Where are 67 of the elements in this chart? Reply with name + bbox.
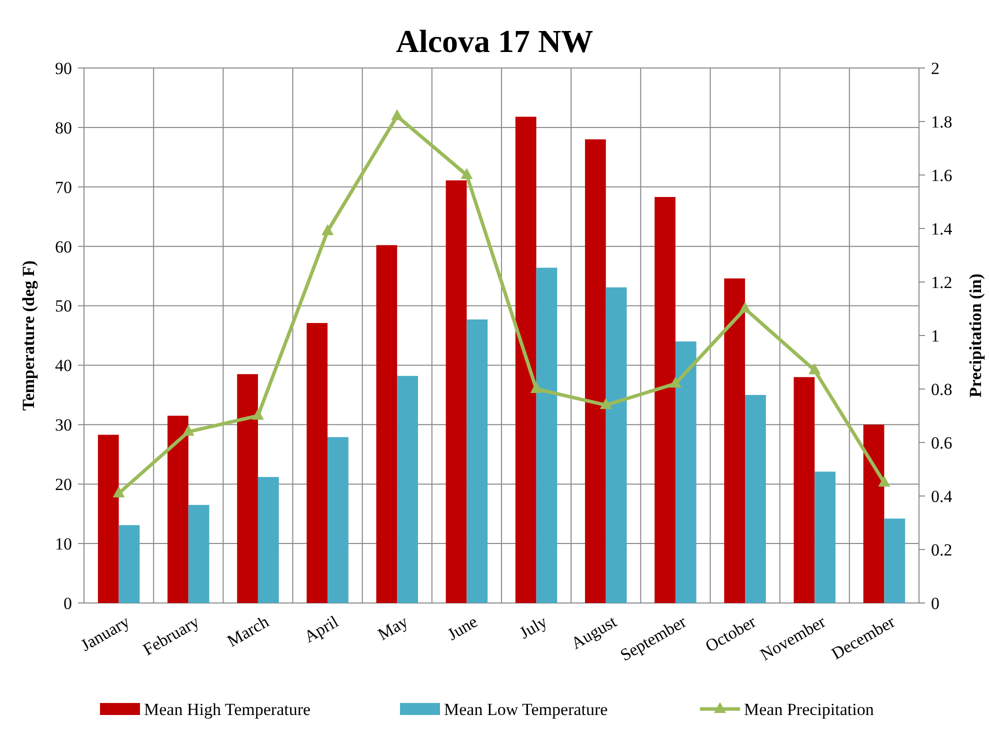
bar <box>675 341 696 603</box>
bar <box>814 472 836 603</box>
y2-tick-label: 0.6 <box>931 433 952 452</box>
bar <box>98 434 119 603</box>
bar <box>466 319 488 603</box>
y-tick-label: 90 <box>55 58 72 78</box>
bar <box>397 376 418 603</box>
y2-tick-label: 0 <box>931 594 940 613</box>
bar <box>188 504 210 603</box>
bar <box>258 476 279 603</box>
y-tick-label: 60 <box>55 237 72 256</box>
bar <box>863 424 884 603</box>
point <box>460 168 473 179</box>
point <box>530 382 542 393</box>
y-axis-title: Temperature (deg F) <box>19 260 38 411</box>
bar <box>654 196 676 603</box>
chart-title: Alcova 17 NW <box>396 23 594 59</box>
point <box>391 109 404 120</box>
y2-tick-label: 1.4 <box>931 219 953 238</box>
point <box>182 424 194 436</box>
bar <box>606 287 627 603</box>
point <box>252 408 264 420</box>
y-tick-label: 80 <box>55 118 72 138</box>
y-tick-label: 30 <box>55 416 72 435</box>
point <box>600 398 612 410</box>
point <box>808 363 821 374</box>
bar <box>794 377 815 603</box>
y2-tick-label: 0.2 <box>931 540 952 560</box>
bar <box>328 437 348 603</box>
x-tick-label: July <box>516 612 551 643</box>
y2-tick-label: 1.6 <box>931 166 952 185</box>
point <box>669 376 682 388</box>
point <box>739 302 752 313</box>
bar <box>446 180 467 603</box>
bar <box>585 139 606 603</box>
bar <box>724 278 746 603</box>
y2-tick-label: 1 <box>931 326 940 346</box>
y2-tick-label: 1.8 <box>931 112 952 132</box>
x-tick-label: June <box>444 612 481 644</box>
bar <box>536 268 558 603</box>
bar <box>745 394 766 603</box>
x-tick-label: May <box>374 612 412 644</box>
legend-label: Mean High Temperature <box>144 700 311 719</box>
y-tick-label: 20 <box>55 475 72 494</box>
bar <box>376 245 398 603</box>
y-tick-label: 10 <box>55 534 72 554</box>
y2-tick-label: 0.8 <box>931 380 952 399</box>
y-tick-label: 40 <box>55 356 72 376</box>
bar <box>118 525 140 603</box>
legend-label: Mean Low Temperature <box>444 700 608 719</box>
bar <box>168 416 188 603</box>
y2-tick-label: 1.2 <box>931 272 952 292</box>
y-tick-label: 0 <box>64 594 72 613</box>
y-tick-label: 50 <box>55 296 72 316</box>
bar <box>884 518 906 603</box>
bar <box>515 116 536 603</box>
point <box>878 476 890 487</box>
y2-tick-label: 0.4 <box>931 486 953 506</box>
point <box>112 486 125 498</box>
legend-label: Mean Precipitation <box>744 700 874 719</box>
y-tick-label: 70 <box>55 178 72 197</box>
bar <box>237 374 258 603</box>
point <box>322 224 334 236</box>
y2-axis-title: Precipitation (in) <box>966 274 985 398</box>
x-tick-label: April <box>300 612 342 646</box>
y2-tick-label: 2 <box>931 58 940 78</box>
bar <box>306 323 328 603</box>
